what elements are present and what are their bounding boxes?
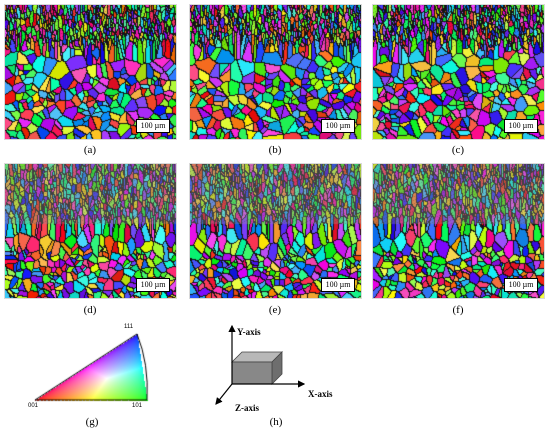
scale-bar: 100 µm — [504, 119, 538, 133]
z-axis-arrow — [215, 383, 233, 405]
z-axis-label: Z-axis — [235, 403, 260, 413]
ebsd-map-b: 100 µm — [189, 4, 362, 140]
ipf-label-111: 111 — [124, 324, 134, 330]
y-axis-label: Y-axis — [237, 327, 261, 337]
ebsd-map-a: 100 µm — [4, 4, 177, 140]
panel-caption-d: (d) — [83, 304, 97, 316]
scale-bar: 100 µm — [321, 278, 355, 292]
ipf-label-001: 001 — [28, 403, 39, 409]
ebsd-map-c: 100 µm — [372, 4, 545, 140]
scale-bar: 100 µm — [136, 278, 170, 292]
x-axis-label: X-axis — [308, 389, 333, 399]
panel-caption-a: (a) — [83, 144, 97, 156]
panel-caption-e: (e) — [268, 304, 282, 316]
grain-map-image — [373, 5, 544, 139]
scale-bar: 100 µm — [321, 119, 355, 133]
ipf-color-key: 111 001 101 — [28, 324, 158, 411]
panel-caption-c: (c) — [451, 144, 465, 156]
sample-block — [231, 351, 283, 385]
panel-caption-f: (f) — [452, 304, 464, 316]
ipf-triangle — [33, 332, 153, 402]
ebsd-map-f: 100 µm — [372, 163, 545, 299]
ebsd-map-e: 100 µm — [189, 163, 362, 299]
panel-caption-h: (h) — [269, 416, 283, 428]
scale-bar: 100 µm — [136, 119, 170, 133]
grain-map-image — [190, 164, 361, 298]
panel-caption-b: (b) — [268, 144, 282, 156]
panel-caption-g: (g) — [85, 416, 99, 428]
ebsd-map-d: 100 µm — [4, 163, 177, 299]
grain-map-image — [373, 164, 544, 298]
ipf-label-101: 101 — [132, 403, 143, 409]
grain-map-image — [5, 5, 176, 139]
grain-map-image — [190, 5, 361, 139]
scale-bar: 100 µm — [504, 278, 538, 292]
sample-axes-diagram: Y-axis X-axis Z-axis — [215, 324, 333, 413]
grain-map-image — [5, 164, 176, 298]
